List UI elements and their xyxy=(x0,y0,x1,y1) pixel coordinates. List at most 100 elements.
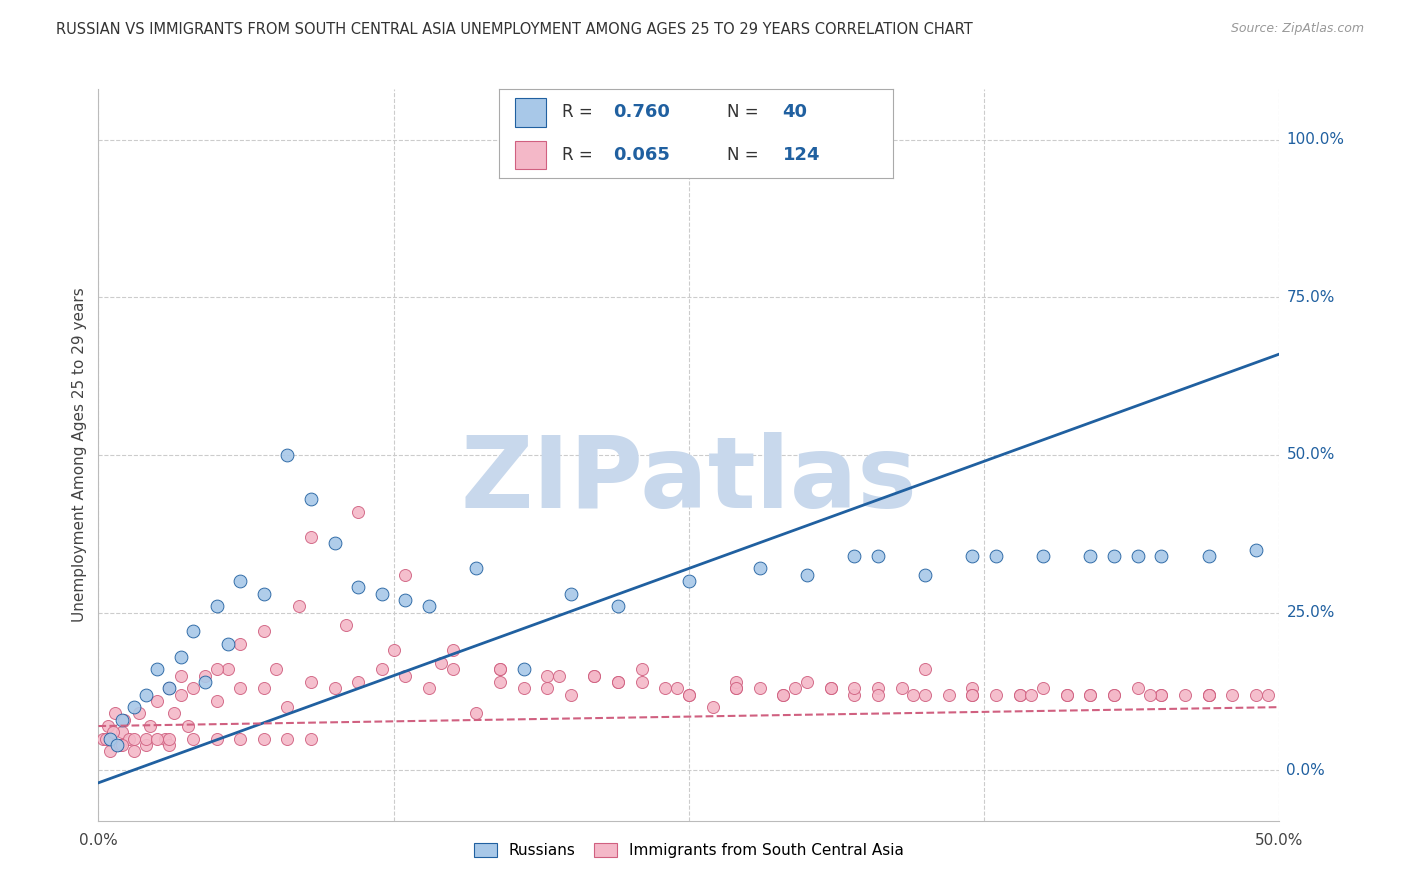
Point xyxy=(181,624,204,639)
Point xyxy=(607,599,630,614)
Point xyxy=(489,662,512,676)
Point xyxy=(785,681,807,696)
Point xyxy=(702,700,724,714)
Point xyxy=(441,643,464,657)
Point xyxy=(465,706,488,721)
Point xyxy=(299,674,322,689)
Point xyxy=(512,681,534,696)
Point xyxy=(181,731,204,746)
Point xyxy=(163,706,186,721)
Text: R =: R = xyxy=(562,146,598,164)
Point xyxy=(844,549,866,563)
Point xyxy=(630,674,652,689)
Point xyxy=(725,674,748,689)
Point xyxy=(548,668,571,682)
Point xyxy=(772,688,794,702)
Point xyxy=(288,599,311,614)
Point xyxy=(371,662,394,676)
Text: 0.0%: 0.0% xyxy=(79,833,118,848)
Point xyxy=(678,688,700,702)
Point xyxy=(146,731,169,746)
Point xyxy=(560,587,582,601)
Point xyxy=(418,599,440,614)
Point xyxy=(98,744,121,758)
Point xyxy=(844,688,866,702)
Point xyxy=(844,681,866,696)
Point xyxy=(347,674,370,689)
Text: 0.065: 0.065 xyxy=(613,146,671,164)
Point xyxy=(205,731,228,746)
Text: 75.0%: 75.0% xyxy=(1286,290,1334,305)
Point xyxy=(128,706,150,721)
Point xyxy=(1150,688,1173,702)
Point xyxy=(607,674,630,689)
Point xyxy=(1198,688,1220,702)
Point xyxy=(157,681,180,696)
Point xyxy=(347,505,370,519)
Point xyxy=(441,662,464,676)
Point xyxy=(1056,688,1078,702)
Point xyxy=(1126,681,1149,696)
Point xyxy=(725,681,748,696)
Point xyxy=(796,567,818,582)
Point xyxy=(157,731,180,746)
Point xyxy=(1102,688,1125,702)
Point xyxy=(583,668,606,682)
Point xyxy=(157,681,180,696)
Point xyxy=(111,713,134,727)
Text: ZIPatlas: ZIPatlas xyxy=(461,432,917,529)
Point xyxy=(371,587,394,601)
Point xyxy=(135,731,157,746)
Point xyxy=(1102,688,1125,702)
Point xyxy=(101,725,124,739)
Point xyxy=(276,700,298,714)
Point xyxy=(748,561,770,575)
Point xyxy=(94,731,117,746)
Point xyxy=(962,688,984,702)
Point xyxy=(1102,549,1125,563)
Point xyxy=(153,731,176,746)
Point xyxy=(654,681,676,696)
Point xyxy=(536,668,558,682)
Point xyxy=(146,662,169,676)
Point xyxy=(335,618,357,632)
Point xyxy=(1198,688,1220,702)
Point xyxy=(323,681,346,696)
Point xyxy=(1032,681,1054,696)
Text: 50.0%: 50.0% xyxy=(1256,833,1303,848)
Point xyxy=(1032,549,1054,563)
Point xyxy=(772,688,794,702)
Point xyxy=(194,674,217,689)
Point xyxy=(323,536,346,550)
Point xyxy=(112,713,135,727)
Point xyxy=(229,574,252,588)
Point xyxy=(962,681,984,696)
Point xyxy=(1150,688,1173,702)
Point xyxy=(560,688,582,702)
Point xyxy=(157,738,180,752)
Point xyxy=(394,567,416,582)
Point xyxy=(122,731,145,746)
Text: 0.760: 0.760 xyxy=(613,103,671,121)
Text: 40: 40 xyxy=(783,103,807,121)
Point xyxy=(984,688,1007,702)
Point xyxy=(512,662,534,676)
Point xyxy=(1198,549,1220,563)
Point xyxy=(229,731,252,746)
Point xyxy=(170,649,193,664)
Point xyxy=(105,738,128,752)
Point xyxy=(276,731,298,746)
Point xyxy=(104,706,127,721)
Point xyxy=(914,662,936,676)
Point xyxy=(1056,688,1078,702)
Point xyxy=(118,731,141,746)
Point xyxy=(146,694,169,708)
Point xyxy=(430,656,453,670)
Point xyxy=(217,662,239,676)
Point xyxy=(418,681,440,696)
Point xyxy=(678,688,700,702)
Point xyxy=(253,681,276,696)
Point xyxy=(1126,549,1149,563)
Point xyxy=(1174,688,1197,702)
Point xyxy=(229,681,252,696)
